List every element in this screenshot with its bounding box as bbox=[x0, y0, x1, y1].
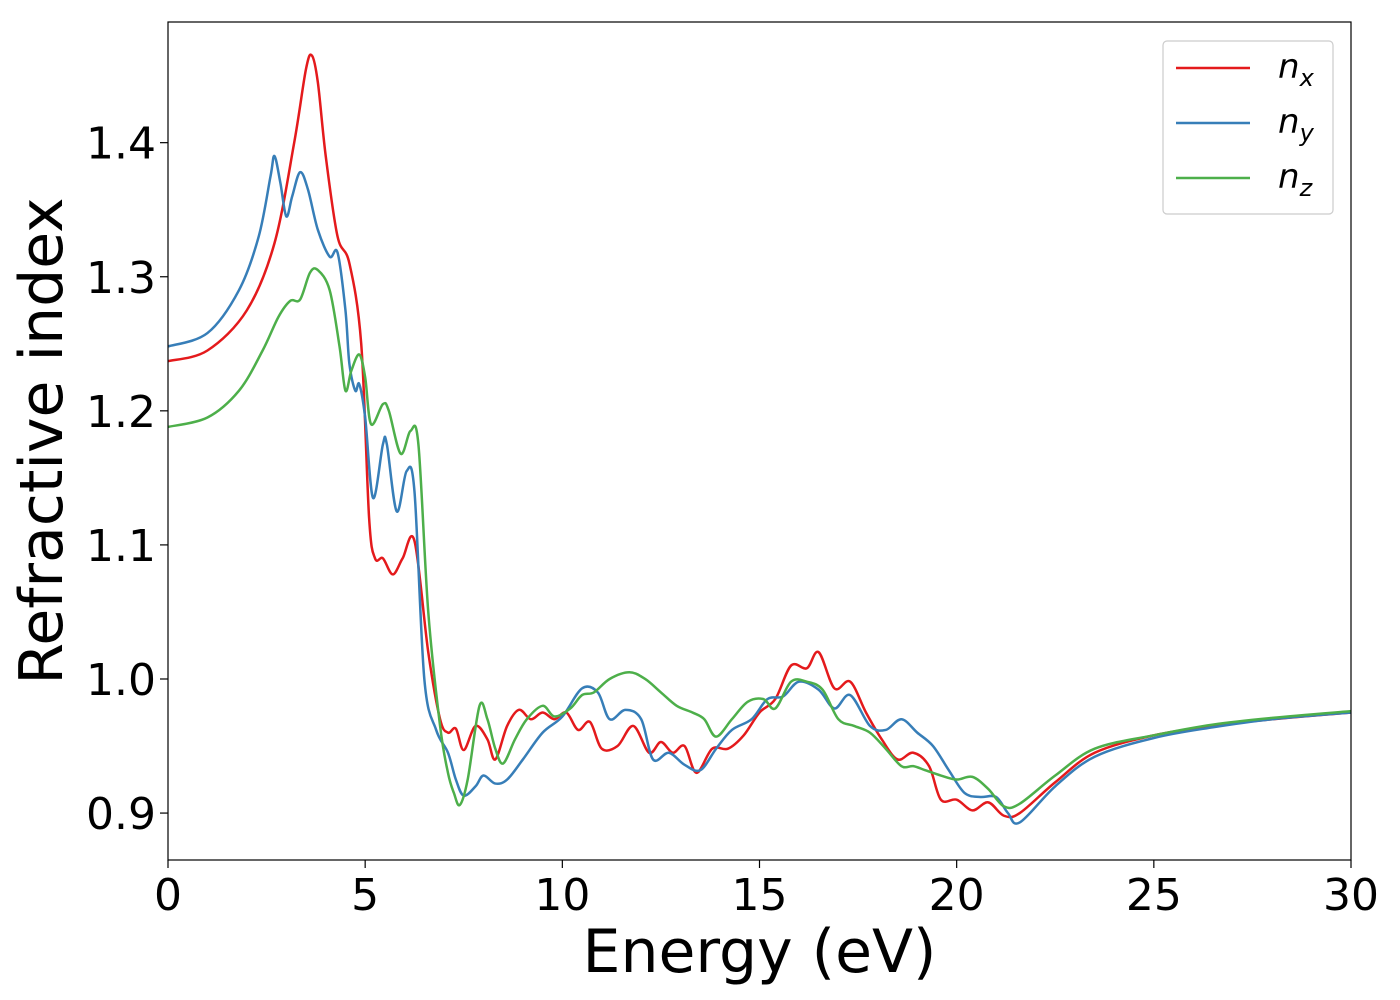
x-axis-ticks: 0 5 10 15 20 25 30 bbox=[154, 860, 1379, 921]
x-tick-label: 10 bbox=[534, 870, 590, 921]
x-tick-label: 5 bbox=[351, 870, 379, 921]
y-tick-label: 1.3 bbox=[86, 253, 156, 304]
x-tick-label: 30 bbox=[1323, 870, 1379, 921]
x-axis-label: Energy (eV) bbox=[583, 917, 937, 987]
legend: nx ny nz bbox=[1162, 40, 1334, 215]
legend-label-nx: nx bbox=[1278, 47, 1315, 92]
series-layer bbox=[167, 53, 1352, 825]
y-axis-ticks: 0.9 1.0 1.1 1.2 1.3 1.4 bbox=[86, 119, 168, 840]
y-tick-label: 1.4 bbox=[86, 119, 156, 170]
series-line-nz bbox=[167, 267, 1352, 810]
y-axis-label: Refractive index bbox=[7, 197, 77, 684]
x-tick-label: 15 bbox=[732, 870, 788, 921]
y-tick-label: 1.0 bbox=[86, 655, 156, 706]
x-tick-label: 25 bbox=[1126, 870, 1182, 921]
series-line-nx bbox=[167, 53, 1352, 819]
x-tick-label: 0 bbox=[154, 870, 182, 921]
legend-label-nz: nz bbox=[1278, 157, 1314, 202]
x-tick-label: 20 bbox=[929, 870, 985, 921]
y-tick-label: 1.2 bbox=[86, 387, 156, 438]
y-tick-label: 0.9 bbox=[86, 789, 156, 840]
legend-box bbox=[1162, 40, 1334, 215]
series-line-ny bbox=[167, 154, 1352, 825]
legend-label-ny: ny bbox=[1278, 102, 1315, 147]
y-tick-label: 1.1 bbox=[86, 521, 156, 572]
